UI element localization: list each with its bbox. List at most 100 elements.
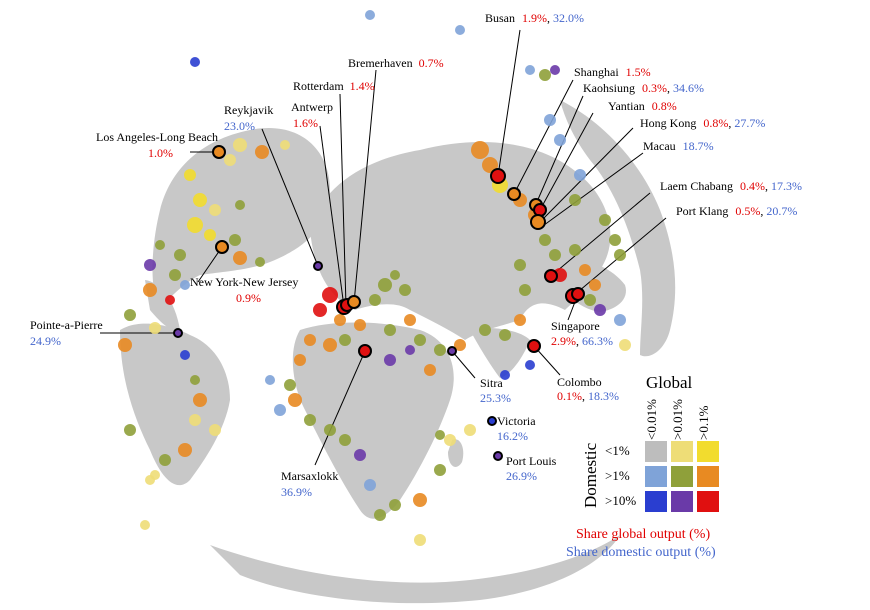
port-dot <box>190 57 200 67</box>
port-dot <box>255 257 265 267</box>
land-east-arc <box>560 100 676 357</box>
port-dot <box>204 229 216 241</box>
port-dot <box>384 324 396 336</box>
land-antarctica <box>210 535 620 604</box>
port-dot <box>455 25 465 35</box>
leader-marsaxlokk <box>314 350 366 466</box>
port-dot <box>389 499 401 511</box>
port-dot <box>525 360 535 370</box>
port-dot <box>294 354 306 366</box>
land-greenland <box>230 137 315 179</box>
leader-macau <box>539 152 644 229</box>
legend-cell-0-0 <box>645 441 667 462</box>
landmasses <box>120 100 676 604</box>
port-dot <box>539 234 551 246</box>
port-dot <box>499 329 511 341</box>
port-dot <box>444 434 456 446</box>
leader-kaohsiung <box>535 95 584 205</box>
label-newyork: New York-New Jersey <box>190 275 298 289</box>
leader-reykjavik <box>261 128 319 267</box>
port-dot <box>339 334 351 346</box>
port-dot <box>589 279 601 291</box>
port-dot <box>554 134 566 146</box>
legend-cell-1-1 <box>671 466 693 487</box>
port-dot <box>414 534 426 546</box>
port-dot <box>500 370 510 380</box>
label-yantian: Yantian 0.8% <box>608 99 677 113</box>
legend-footer-domestic: Share domestic output (%) <box>566 545 716 560</box>
legend-footer-global: Share global output (%) <box>576 527 710 542</box>
port-dot <box>184 169 196 181</box>
port-dot <box>594 304 606 316</box>
port-dot <box>143 283 157 297</box>
legend-cell-1-0 <box>645 466 667 487</box>
port-dot <box>434 344 446 356</box>
port-dot <box>609 234 621 246</box>
label-colombo-values: 0.1%, 18.3% <box>557 389 619 403</box>
port-dot <box>174 249 186 261</box>
port-dot <box>390 270 400 280</box>
legend-color-grid <box>645 441 719 512</box>
port-dot <box>539 69 551 81</box>
port-dots <box>118 10 631 546</box>
port-dot <box>209 424 221 436</box>
port-dot <box>187 217 203 233</box>
leader-shanghai <box>513 79 574 195</box>
port-dot <box>180 350 190 360</box>
label-bremerhaven: Bremerhaven 0.7% <box>348 56 444 70</box>
legend-row-0: <1% <box>605 443 630 458</box>
port-dot <box>365 10 375 20</box>
port-dot <box>304 414 316 426</box>
legend-domestic-title: Domestic <box>581 442 600 508</box>
legend-cell-0-2 <box>697 441 719 462</box>
highlighted-port-marker <box>533 203 547 217</box>
highlighted-port-marker <box>447 346 457 356</box>
leader-bremerhaven <box>353 69 377 304</box>
port-dot <box>435 430 445 440</box>
label-antwerp: Antwerp <box>291 100 333 114</box>
port-dot <box>155 240 165 250</box>
port-dot <box>471 141 489 159</box>
highlighted-port-marker <box>507 187 521 201</box>
port-dot <box>280 140 290 150</box>
port-dot <box>544 114 556 126</box>
port-dot <box>144 259 156 271</box>
highlighted-ports <box>173 145 585 461</box>
port-dot <box>209 204 221 216</box>
port-dot <box>479 324 491 336</box>
port-dot <box>159 454 171 466</box>
port-dot <box>288 393 302 407</box>
label-portklang: Port Klang 0.5%, 20.7% <box>676 204 797 218</box>
label-sitra: Sitra <box>480 376 503 390</box>
label-singapore: Singapore <box>551 319 600 333</box>
port-dot <box>619 339 631 351</box>
port-dot <box>339 434 351 446</box>
port-dot <box>324 424 336 436</box>
highlighted-port-marker <box>347 295 361 309</box>
label-portlouis-values: 26.9% <box>506 469 537 483</box>
port-dot <box>124 309 136 321</box>
land-europe-asia <box>310 142 611 340</box>
port-dot <box>124 424 136 436</box>
legend-cell-0-1 <box>671 441 693 462</box>
port-dot <box>399 284 411 296</box>
port-dot <box>224 154 236 166</box>
label-reykjavik: Reykjavik <box>224 103 273 117</box>
highlighted-port-marker <box>487 416 497 426</box>
port-dot <box>519 284 531 296</box>
label-newyork-values: 0.9% <box>236 291 261 305</box>
port-dot <box>514 314 526 326</box>
legend-cell-1-2 <box>697 466 719 487</box>
legend-col-2: >0.1% <box>696 405 711 440</box>
label-marsaxlokk: Marsaxlokk <box>281 469 338 483</box>
port-dot <box>354 319 366 331</box>
legend: Global <0.01% >0.01% >0.1% Domestic <1% … <box>566 373 719 560</box>
port-dot <box>118 338 132 352</box>
port-dot <box>169 269 181 281</box>
port-dot <box>549 249 561 261</box>
label-macau: Macau 18.7% <box>643 139 714 153</box>
port-dot <box>265 375 275 385</box>
label-sitra-values: 25.3% <box>480 391 511 405</box>
port-dot <box>233 251 247 265</box>
leader-newyork <box>197 246 223 283</box>
